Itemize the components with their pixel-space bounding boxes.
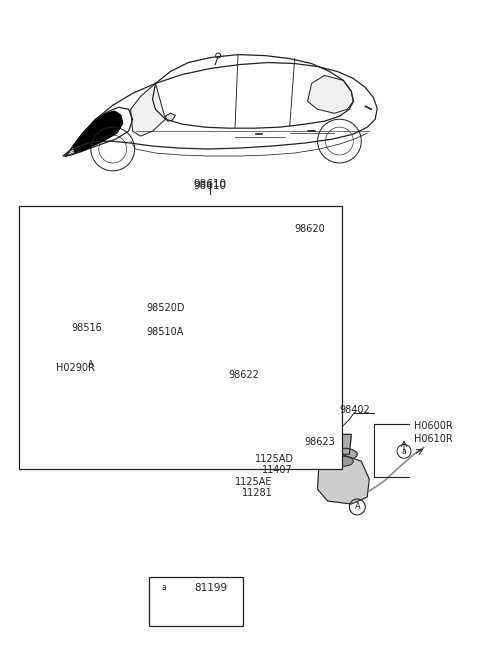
Polygon shape [63,62,377,156]
Text: H0600R: H0600R [414,421,453,432]
Circle shape [245,462,249,466]
Bar [189,590,198,598]
Text: 11407: 11407 [262,465,293,475]
Ellipse shape [329,448,357,461]
Polygon shape [295,272,327,308]
Bar [194,318,206,336]
Text: H0610R: H0610R [414,434,453,444]
Bar [148,577,243,626]
Text: 98623: 98623 [305,438,336,447]
Text: a: a [402,447,407,456]
Text: A: A [88,360,94,369]
Polygon shape [175,239,305,365]
Polygon shape [335,434,351,454]
Text: 98516: 98516 [71,323,102,333]
Text: 1125AD: 1125AD [255,454,294,464]
Polygon shape [131,83,166,136]
Circle shape [230,379,236,384]
Text: 98610: 98610 [193,179,227,189]
Bar [19,206,342,469]
Text: 98402: 98402 [339,405,370,415]
Ellipse shape [334,457,353,466]
Bar [164,590,172,598]
Polygon shape [153,54,353,128]
Bar [176,590,185,598]
Ellipse shape [194,333,206,339]
Polygon shape [73,112,123,153]
Text: 98510A: 98510A [146,327,184,337]
Text: 98520D: 98520D [146,303,185,313]
Text: 98622: 98622 [228,370,259,380]
Text: H0290R: H0290R [56,363,95,373]
Bar [215,590,224,598]
Text: 98610: 98610 [193,181,227,191]
Bar [162,355,182,395]
Ellipse shape [162,390,182,399]
Text: a: a [161,583,166,592]
Text: 98620: 98620 [295,224,325,234]
Text: 81199: 81199 [194,583,228,594]
Bar [158,598,230,619]
Polygon shape [166,113,175,121]
Text: 1125AE: 1125AE [235,477,273,487]
Polygon shape [43,333,76,350]
Text: 11281: 11281 [242,488,273,498]
Ellipse shape [162,351,182,359]
Polygon shape [308,75,353,113]
Polygon shape [210,370,268,398]
Ellipse shape [194,315,206,321]
Polygon shape [66,108,132,156]
Polygon shape [318,454,369,504]
Text: A: A [354,502,360,512]
Bar [202,590,211,598]
